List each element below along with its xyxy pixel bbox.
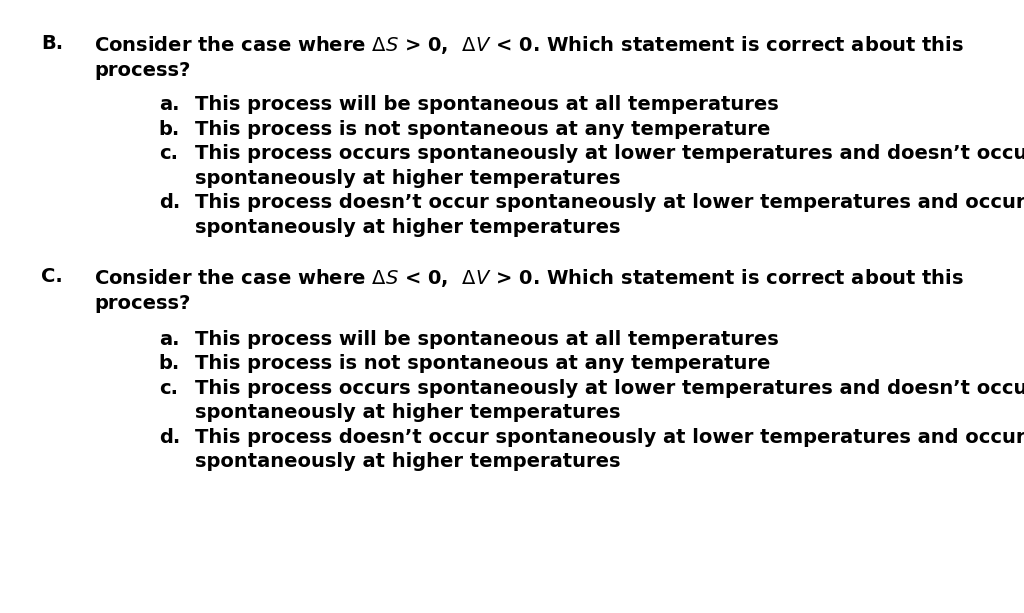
Text: a.: a.: [159, 95, 179, 114]
Text: This process doesn’t occur spontaneously at lower temperatures and occurs: This process doesn’t occur spontaneously…: [195, 193, 1024, 212]
Text: This process will be spontaneous at all temperatures: This process will be spontaneous at all …: [195, 330, 778, 349]
Text: process?: process?: [94, 61, 190, 80]
Text: This process is not spontaneous at any temperature: This process is not spontaneous at any t…: [195, 120, 770, 139]
Text: spontaneously at higher temperatures: spontaneously at higher temperatures: [195, 169, 621, 188]
Text: This process is not spontaneous at any temperature: This process is not spontaneous at any t…: [195, 354, 770, 373]
Text: This process doesn’t occur spontaneously at lower temperatures and occurs: This process doesn’t occur spontaneously…: [195, 428, 1024, 447]
Text: Consider the case where $\mathit{\Delta S}$ < 0,  $\mathit{\Delta V}$ > 0. Which: Consider the case where $\mathit{\Delta …: [94, 267, 965, 289]
Text: spontaneously at higher temperatures: spontaneously at higher temperatures: [195, 218, 621, 237]
Text: d.: d.: [159, 193, 180, 212]
Text: b.: b.: [159, 120, 180, 139]
Text: spontaneously at higher temperatures: spontaneously at higher temperatures: [195, 452, 621, 471]
Text: spontaneously at higher temperatures: spontaneously at higher temperatures: [195, 403, 621, 422]
Text: b.: b.: [159, 354, 180, 373]
Text: B.: B.: [41, 34, 63, 53]
Text: d.: d.: [159, 428, 180, 447]
Text: This process occurs spontaneously at lower temperatures and doesn’t occur: This process occurs spontaneously at low…: [195, 379, 1024, 398]
Text: c.: c.: [159, 144, 178, 163]
Text: c.: c.: [159, 379, 178, 398]
Text: a.: a.: [159, 330, 179, 349]
Text: C.: C.: [41, 267, 62, 286]
Text: This process will be spontaneous at all temperatures: This process will be spontaneous at all …: [195, 95, 778, 114]
Text: process?: process?: [94, 294, 190, 313]
Text: Consider the case where $\mathit{\Delta S}$ > 0,  $\mathit{\Delta V}$ < 0. Which: Consider the case where $\mathit{\Delta …: [94, 34, 965, 56]
Text: This process occurs spontaneously at lower temperatures and doesn’t occur: This process occurs spontaneously at low…: [195, 144, 1024, 163]
